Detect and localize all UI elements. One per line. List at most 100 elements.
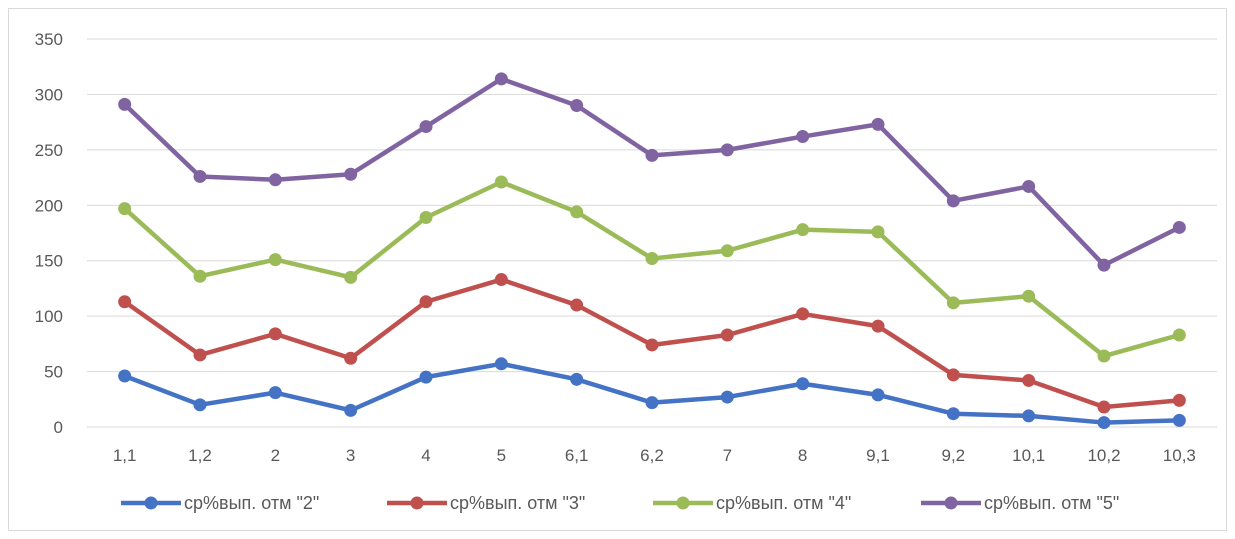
- x-tick-label: 6,2: [640, 446, 664, 465]
- data-point: [118, 295, 132, 309]
- chart-frame: 0 50 100 150 200 250 300 350 1,1 1,2 2 3 4 5 6,1 6,2 7 8…: [8, 8, 1227, 531]
- data-point: [1097, 349, 1111, 363]
- x-tick-label: 6,1: [565, 446, 589, 465]
- data-point: [118, 97, 132, 111]
- x-tick-label: 4: [421, 446, 430, 465]
- data-point: [268, 173, 282, 187]
- data-point: [645, 148, 659, 162]
- legend-item: ср%вып. отм "4": [653, 493, 851, 513]
- data-point: [645, 396, 659, 410]
- data-point: [796, 223, 810, 237]
- x-tick-label: 10,3: [1163, 446, 1196, 465]
- data-point: [268, 253, 282, 267]
- data-point: [344, 351, 358, 365]
- x-tick-label: 2: [271, 446, 280, 465]
- y-tick-label: 0: [54, 418, 63, 437]
- data-point: [1097, 400, 1111, 414]
- data-point: [1022, 373, 1036, 387]
- data-point: [946, 194, 960, 208]
- data-point: [946, 368, 960, 382]
- data-point: [570, 99, 584, 113]
- data-point: [1022, 179, 1036, 193]
- x-tick-label: 3: [346, 446, 355, 465]
- legend-label: ср%вып. отм "5": [984, 493, 1119, 513]
- data-point: [1022, 409, 1036, 423]
- data-point: [570, 298, 584, 312]
- data-point: [118, 202, 132, 216]
- data-point: [570, 205, 584, 219]
- x-tick-label: 10,1: [1012, 446, 1045, 465]
- y-tick-label: 350: [35, 30, 63, 49]
- legend-marker: [410, 496, 424, 510]
- x-tick-label: 7: [723, 446, 732, 465]
- line-chart: 0 50 100 150 200 250 300 350 1,1 1,2 2 3 4 5 6,1 6,2 7 8…: [35, 30, 1217, 513]
- data-point: [1097, 416, 1111, 430]
- y-tick-label: 150: [35, 252, 63, 271]
- legend: ср%вып. отм "2" ср%вып. отм "3" ср%вып. от…: [121, 493, 1119, 513]
- series-5: [118, 72, 1186, 272]
- series-line: [122, 179, 1182, 359]
- data-point: [193, 169, 207, 183]
- data-point: [645, 338, 659, 352]
- data-point: [871, 117, 885, 131]
- data-point: [946, 296, 960, 310]
- x-tick-label: 9,2: [942, 446, 966, 465]
- data-point: [494, 273, 508, 287]
- data-point: [720, 244, 734, 258]
- data-point: [344, 403, 358, 417]
- data-point: [494, 72, 508, 86]
- series-layer: [118, 72, 1186, 430]
- data-point: [268, 327, 282, 341]
- x-tick-label: 10,2: [1087, 446, 1120, 465]
- legend-label: ср%вып. отм "4": [716, 493, 851, 513]
- legend-item: ср%вып. отм "5": [921, 493, 1119, 513]
- data-point: [419, 295, 433, 309]
- legend-marker: [144, 496, 158, 510]
- x-tick-label: 5: [497, 446, 506, 465]
- data-point: [1097, 258, 1111, 272]
- data-point: [720, 390, 734, 404]
- data-point: [1172, 328, 1186, 342]
- series-line: [122, 361, 1182, 425]
- x-tick-label: 1,1: [113, 446, 137, 465]
- data-point: [344, 167, 358, 181]
- legend-label: ср%вып. отм "2": [184, 493, 319, 513]
- legend-item: ср%вып. отм "2": [121, 493, 319, 513]
- data-point: [268, 386, 282, 400]
- y-tick-label: 300: [35, 85, 63, 104]
- data-point: [419, 210, 433, 224]
- data-point: [1172, 220, 1186, 234]
- y-tick-label: 200: [35, 196, 63, 215]
- legend-marker: [944, 496, 958, 510]
- data-point: [1022, 289, 1036, 303]
- data-point: [570, 372, 584, 386]
- data-point: [796, 307, 810, 321]
- y-axis-ticks: 0 50 100 150 200 250 300 350: [35, 30, 63, 437]
- data-point: [720, 328, 734, 342]
- data-point: [1172, 393, 1186, 407]
- data-point: [1172, 413, 1186, 427]
- data-point: [720, 143, 734, 157]
- y-tick-label: 100: [35, 307, 63, 326]
- data-point: [419, 370, 433, 384]
- data-point: [193, 398, 207, 412]
- data-point: [118, 369, 132, 383]
- data-point: [419, 120, 433, 134]
- data-point: [645, 251, 659, 265]
- data-point: [494, 175, 508, 189]
- legend-marker: [676, 496, 690, 510]
- x-tick-label: 8: [798, 446, 807, 465]
- data-point: [871, 319, 885, 333]
- series-3: [118, 273, 1186, 414]
- x-tick-label: 9,1: [866, 446, 890, 465]
- x-tick-label: 1,2: [188, 446, 212, 465]
- x-axis-ticks: 1,1 1,2 2 3 4 5 6,1 6,2 7 8 9,1 9,2 10,1 10,2 10,3: [113, 446, 1196, 465]
- data-point: [871, 388, 885, 402]
- grid-lines: [87, 38, 1217, 428]
- y-tick-label: 250: [35, 141, 63, 160]
- y-tick-label: 50: [44, 363, 63, 382]
- legend-item: ср%вып. отм "3": [387, 493, 585, 513]
- data-point: [796, 377, 810, 391]
- legend-label: ср%вып. отм "3": [450, 493, 585, 513]
- data-point: [946, 407, 960, 421]
